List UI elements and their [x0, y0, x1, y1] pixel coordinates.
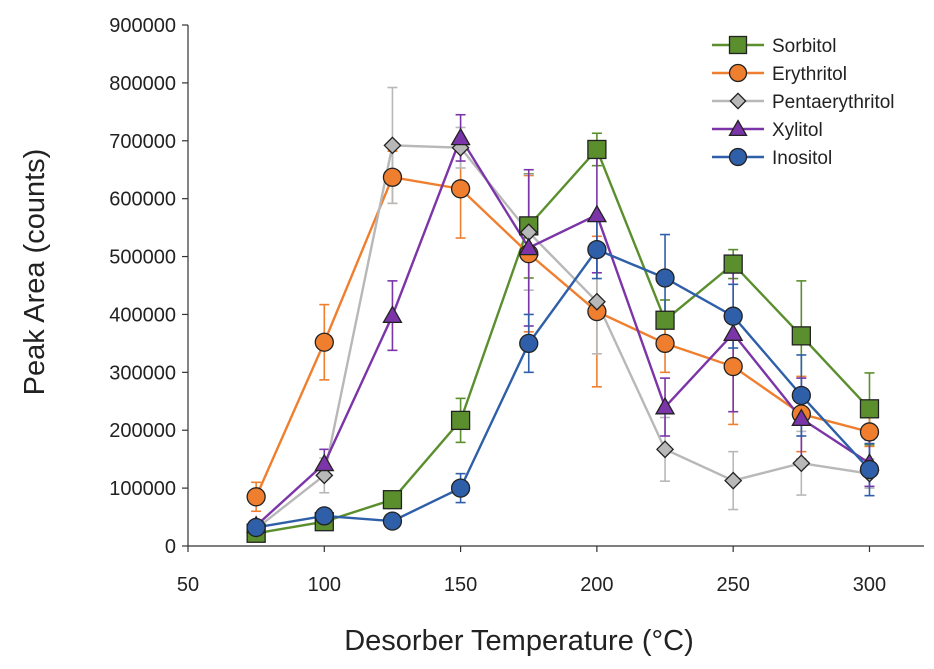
- xylitol-point: [723, 323, 744, 341]
- pentaerythritol-point: [587, 292, 606, 311]
- y-axis-title: Peak Area (counts): [19, 149, 51, 396]
- inositol-point: [859, 459, 880, 480]
- erythritol-point: [450, 179, 471, 199]
- y-tick-label: 300000: [109, 362, 176, 384]
- x-tick-label: 100: [308, 574, 341, 596]
- legend-pentaerythritol-label: Pentaerythritol: [772, 92, 895, 113]
- xylitol-point: [586, 204, 608, 223]
- x-tick-label: 250: [716, 574, 749, 596]
- legend-inositol-label: Inositol: [772, 148, 832, 169]
- erythritol-point: [723, 356, 743, 377]
- sorbitol-point: [723, 254, 743, 274]
- xylitol-line: [255, 135, 871, 527]
- pentaerythritol-point: [315, 466, 334, 485]
- xylitol-point: [450, 127, 471, 146]
- legend: Sorbitol Erythritol Pentaerythritol Xylitol…: [712, 35, 895, 169]
- y-tick-label: 900000: [109, 15, 176, 37]
- x-tick-label: 200: [580, 574, 613, 596]
- legend-xylitol-marker: [728, 119, 748, 137]
- sorbitol-point: [655, 310, 675, 330]
- erythritol-point: [655, 333, 675, 354]
- inositol-point: [450, 478, 471, 498]
- legend-sorbitol-label: Sorbitol: [772, 36, 836, 57]
- y-tick-label: 400000: [109, 304, 176, 326]
- y-tick-label: 800000: [109, 73, 176, 95]
- inositol-line: [255, 248, 871, 529]
- series-lines: [255, 135, 871, 535]
- legend-xylitol-label: Xylitol: [772, 120, 823, 141]
- y-tick-label: 200000: [109, 420, 176, 442]
- sorbitol-point: [859, 399, 880, 419]
- xylitol-point: [314, 453, 335, 472]
- pentaerythritol-point: [724, 471, 743, 490]
- y-tick-label: 600000: [109, 189, 176, 211]
- axes: 0 100000 200000 300000 400000 500000 600000 700…: [109, 15, 924, 596]
- series-markers: [246, 127, 880, 543]
- y-tick-label: 500000: [109, 247, 176, 269]
- pentaerythritol-line: [255, 144, 870, 530]
- sorbitol-point: [587, 139, 607, 160]
- sorbitol-point: [791, 326, 811, 346]
- legend-sorbitol-marker: [728, 35, 748, 55]
- xylitol-point: [654, 396, 676, 415]
- inositol-point: [519, 333, 539, 354]
- legend-erythritol-marker: [728, 63, 748, 83]
- inositol-point: [791, 385, 811, 406]
- inositol-point: [723, 306, 743, 326]
- inositol-point: [587, 239, 607, 260]
- erythritol-line: [255, 175, 870, 498]
- sorbitol-point: [450, 410, 471, 431]
- xylitol-point: [382, 305, 403, 324]
- erythritol-point: [859, 422, 880, 442]
- x-tick-label: 50: [177, 574, 199, 596]
- x-axis-title: Desorber Temperature (°C): [344, 625, 694, 657]
- sorbitol-point: [382, 490, 403, 510]
- erythritol-point: [314, 332, 334, 352]
- inositol-point: [246, 517, 266, 538]
- inositol-point: [314, 506, 334, 526]
- legend-erythritol-label: Erythritol: [772, 64, 847, 85]
- pentaerythritol-point: [383, 136, 402, 155]
- legend-pentaerythritol-marker: [729, 92, 747, 110]
- inositol-point: [655, 268, 675, 288]
- y-tick-label: 100000: [109, 478, 176, 500]
- x-tick-label: 150: [444, 574, 477, 596]
- erythritol-point: [382, 167, 403, 187]
- legend-inositol-marker: [728, 147, 748, 167]
- pentaerythritol-point: [656, 440, 675, 459]
- pentaerythritol-point: [792, 454, 811, 473]
- xylitol-point: [791, 408, 812, 427]
- xylitol-point: [518, 237, 539, 256]
- erythritol-point: [246, 487, 266, 507]
- y-tick-label: 0: [165, 536, 176, 558]
- x-tick-label: 300: [853, 574, 886, 596]
- y-tick-label: 700000: [109, 131, 176, 153]
- sorbitol-line: [255, 147, 871, 535]
- inositol-point: [382, 511, 403, 531]
